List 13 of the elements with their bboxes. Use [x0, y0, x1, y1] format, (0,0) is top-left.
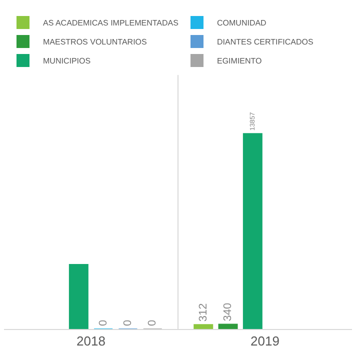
data-label: 0: [97, 320, 110, 326]
data-label: 312: [197, 303, 210, 322]
data-label: 0: [146, 320, 159, 326]
data-label: 0: [122, 320, 134, 326]
legend-label: MAESTROS VOLUNTARIOS: [43, 38, 147, 47]
legend-label: COMUNIDAD: [217, 18, 267, 28]
x-tick-label: 2018: [76, 334, 106, 349]
data-label: 340: [222, 302, 234, 322]
legend-label: AS ACADEMICAS IMPLEMENTADAS: [43, 18, 178, 28]
legend-label: MUNICIPIOS: [43, 56, 91, 66]
legend-label: EGIMIENTO: [217, 56, 262, 66]
legend-label: DIANTES CERTIFICADOS: [217, 38, 314, 47]
x-tick-label: 2019: [250, 334, 280, 349]
